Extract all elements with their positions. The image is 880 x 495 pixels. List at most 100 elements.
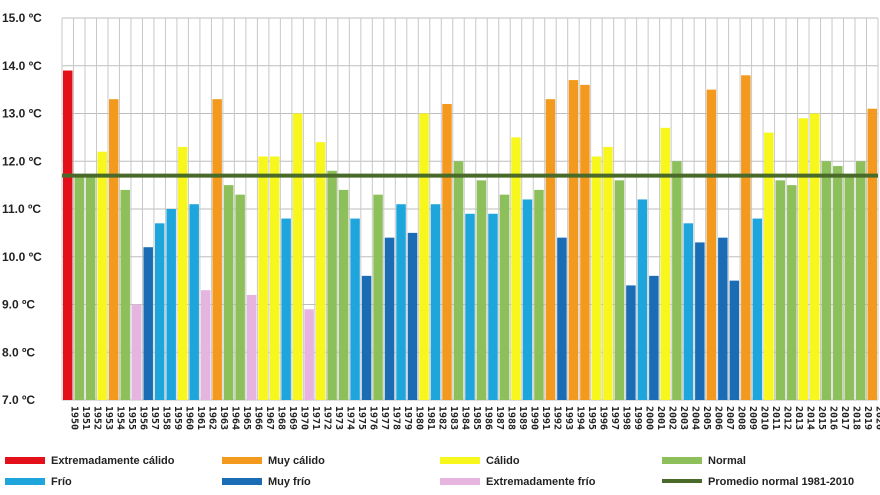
bar-2016 [821,161,832,400]
bar-2010 [752,218,763,400]
bar-1955 [120,189,130,400]
bar-2015 [810,113,820,400]
bar-1983 [442,103,452,400]
bars [63,70,877,401]
bar-1982 [430,204,441,400]
bar-2011 [764,132,774,400]
bar-2012 [775,180,786,400]
x-tick-label: 1950 [69,406,80,430]
x-tick-label: 1994 [574,406,585,430]
legend-label: Cálido [486,455,520,467]
x-tick-label: 1969 [287,406,298,430]
bar-1971 [304,309,314,400]
x-tick-label: 1990 [528,406,539,430]
y-tick-label: 14.0 ºC [2,59,42,73]
bar-1986 [476,180,487,400]
bar-2020 [867,108,877,400]
y-tick-label: 12.0 ºC [2,154,42,168]
bar-2000 [637,199,648,400]
x-tick-label: 1956 [138,406,149,430]
x-tick-label: 1975 [356,406,367,430]
legend-label: Extremadamente cálido [51,455,175,467]
x-tick-label: 2004 [689,406,700,430]
legend-swatch-muy_frio [222,478,262,485]
legend-label: Extremadamente frío [486,476,596,488]
bar-1991 [534,189,544,400]
x-tick-label: 1997 [609,406,620,430]
bar-1994 [568,80,579,400]
x-tick-label: 1976 [368,406,379,430]
x-tick-label: 2020 [873,406,880,430]
x-tick-label: 1978 [391,406,402,430]
x-tick-label: 1986 [482,406,493,430]
bar-1993 [557,237,567,400]
bar-1954 [108,99,119,401]
bar-1978 [384,237,395,400]
bar-1998 [614,180,625,400]
x-tick-label: 2006 [712,406,723,430]
x-tick-label: 2007 [724,406,735,430]
bar-1958 [154,223,165,400]
bar-1960 [177,146,188,400]
bar-1987 [488,213,498,400]
x-tick-label: 1983 [448,406,459,430]
x-tick-label: 2013 [793,406,804,430]
legend-swatch-muy_calido [222,457,262,464]
bar-2005 [695,242,705,400]
x-tick-label: 1999 [632,406,643,430]
x-tick-label: 1981 [425,406,436,430]
x-tick-label: 1953 [103,406,114,430]
x-tick-label: 1984 [460,406,471,430]
x-tick-label: 1974 [345,406,356,430]
x-tick-label: 2019 [862,406,873,430]
x-tick-label: 1970 [299,406,310,430]
x-tick-label: 1980 [414,406,425,430]
bar-1968 [269,156,280,400]
y-axis-ticks: 7.0 ºC 8.0 ºC 9.0 ºC 10.0 ºC 11.0 ºC 12.0 ºC 1… [2,11,42,407]
y-tick-label: 11.0 ºC [2,202,41,216]
bar-1965 [235,194,245,400]
bar-2004 [683,223,694,400]
bar-1951 [74,175,84,400]
bar-1997 [603,146,613,400]
bar-1979 [396,204,406,400]
x-tick-label: 2016 [827,406,838,430]
x-tick-label: 1960 [184,406,195,430]
legend-swatch-calido [440,457,480,464]
bar-1999 [626,285,636,400]
bar-1953 [97,151,107,400]
x-tick-label: 1963 [218,406,229,430]
bar-2009 [741,75,751,401]
bar-1972 [315,142,326,400]
x-tick-label: 2011 [770,406,781,430]
bar-1975 [350,218,360,400]
bar-1995 [580,84,590,400]
legend-label: Normal [708,455,746,467]
x-tick-label: 2003 [678,406,689,430]
x-tick-label: 2001 [655,406,666,430]
x-tick-label: 2017 [839,406,850,430]
y-tick-label: 10.0 ºC [2,250,42,264]
bar-1967 [258,156,268,400]
bar-1959 [166,209,176,400]
bar-1989 [511,137,521,400]
x-tick-label: 2000 [643,406,654,430]
bar-1977 [373,194,383,400]
x-tick-label: 2015 [816,406,827,430]
x-tick-label: 2012 [781,406,792,430]
y-tick-label: 8.0 ºC [2,345,35,359]
bar-1961 [189,204,199,400]
x-tick-label: 1993 [563,406,574,430]
bar-1996 [591,156,602,400]
legend-label: Muy cálido [268,455,325,467]
x-tick-label: 1967 [264,406,275,430]
x-tick-label: 2008 [735,406,746,430]
x-tick-label: 1955 [126,406,137,430]
bar-1976 [361,275,372,400]
legend: Extremadamente cálido Muy cálido Cálido Nor… [5,455,854,488]
legend-label: Promedio normal 1981-2010 [708,476,854,488]
bar-1950 [63,70,73,401]
x-tick-label: 1968 [276,406,287,430]
legend-swatch-ext_calido [5,457,45,464]
x-tick-label: 1961 [195,406,206,430]
